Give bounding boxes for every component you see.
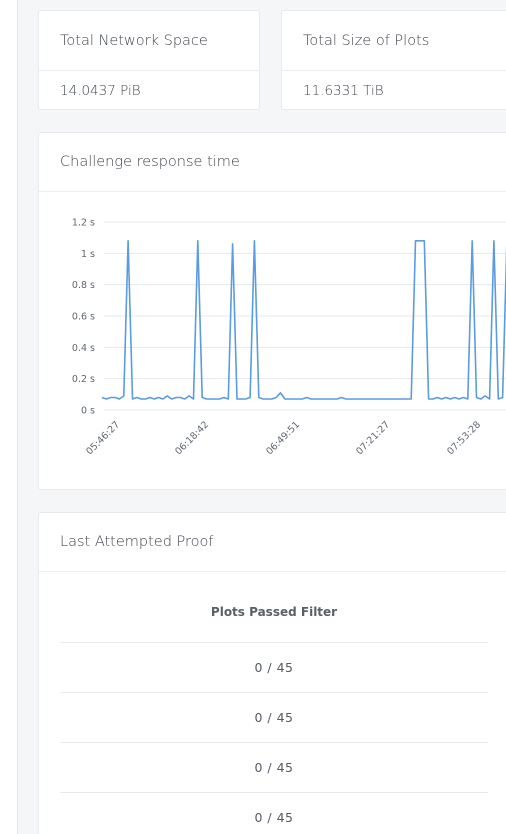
y-axis-ticks: 0 s 0.2 s 0.4 s 0.6 s 0.8 s 1 s 1.2 s [72, 218, 95, 417]
chart-title: Challenge response time [39, 133, 506, 192]
chart-grid [104, 221, 506, 411]
y-tick-label: 0.6 s [72, 312, 95, 323]
y-tick-label: 0 s [81, 406, 95, 417]
proof-column-header: Plots Passed Filter [60, 582, 488, 643]
y-tick-label: 0.8 s [72, 280, 95, 291]
x-tick-label: 06:49:51 [264, 419, 302, 457]
plot-size-card: Total Size of Plots 11.6331 TiB [281, 10, 506, 110]
x-tick-label: 05:46:27 [84, 419, 122, 457]
sidebar-edge [0, 0, 18, 834]
x-tick-label: 07:53:28 [445, 419, 483, 457]
chart-series-layer [101, 240, 506, 400]
x-axis-ticks: 05:46:27 06:18:42 06:49:51 07:21:27 07:53:28 [84, 419, 483, 457]
proof-table: Plots Passed Filter 0 / 45 0 / 45 0 / 45… [60, 582, 506, 834]
network-space-value: 14.0437 PiB [60, 83, 141, 99]
table-row: 0 / 45 [60, 643, 488, 693]
y-tick-label: 1 s [81, 249, 95, 260]
network-space-card: Total Network Space 14.0437 PiB [38, 10, 260, 110]
y-tick-label: 0.4 s [72, 343, 95, 354]
table-row: 0 / 45 [60, 693, 488, 743]
x-tick-label: 07:21:27 [354, 419, 392, 457]
x-tick-label: 06:18:42 [173, 419, 211, 457]
plot-size-label: Total Size of Plots [282, 11, 506, 71]
y-tick-label: 1.2 s [72, 218, 95, 229]
proof-title: Last Attempted Proof [39, 513, 506, 572]
table-row: 0 / 45 [60, 793, 488, 834]
series-line [101, 240, 506, 400]
table-row: 0 / 45 [60, 743, 488, 793]
response-time-chart-card: Challenge response time 0 s 0.2 s 0.4 s 0.6… [38, 132, 506, 490]
plot-size-value: 11.6331 TiB [303, 83, 384, 99]
y-tick-label: 0.2 s [72, 374, 95, 385]
network-space-label: Total Network Space [39, 11, 259, 71]
response-time-chart: 0 s 0.2 s 0.4 s 0.6 s 0.8 s 1 s 1.2 s 05:46:27… [72, 218, 506, 457]
last-proof-card: Last Attempted Proof Plots Passed Filter… [38, 512, 506, 834]
